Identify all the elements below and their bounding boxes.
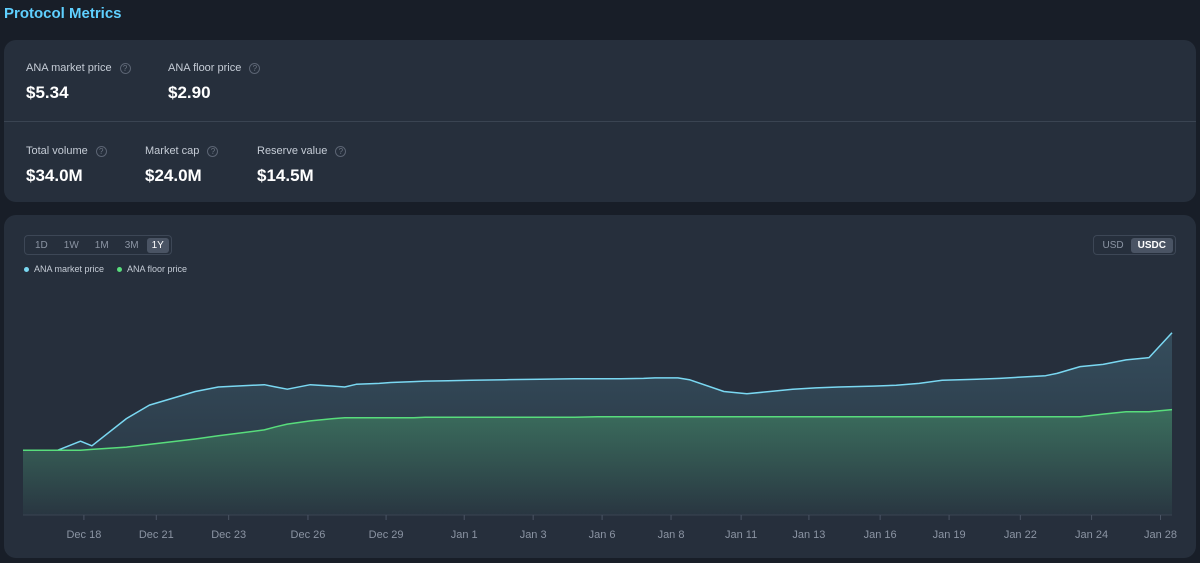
x-tick-label: Dec 23 [211, 529, 246, 541]
range-button-3m[interactable]: 3M [124, 239, 139, 251]
time-range-selector: 1D 1W 1M 3M 1Y [24, 235, 172, 255]
metric-ana-market-price: ANA market price? $5.34 [26, 62, 131, 103]
range-button-1y[interactable]: 1Y [146, 237, 169, 253]
x-tick-label: Jan 28 [1144, 529, 1177, 541]
x-tick-label: Dec 29 [369, 529, 404, 541]
series-line-1 [23, 408, 1173, 452]
x-tick-label: Jan 3 [520, 529, 547, 541]
range-button-1m[interactable]: 1M [94, 239, 109, 251]
x-tick-label: Jan 19 [933, 529, 966, 541]
metric-label: Total volume [26, 145, 88, 157]
x-tick-label: Jan 16 [864, 529, 897, 541]
metric-total-volume: Total volume? $34.0M [26, 145, 107, 186]
x-tick-label: Jan 11 [725, 529, 757, 541]
currency-selector: USD USDC [1092, 235, 1176, 255]
x-tick-label: Dec 26 [291, 529, 326, 541]
help-icon[interactable]: ? [249, 62, 261, 74]
chart-legend: ANA market price ANA floor price [24, 264, 200, 274]
currency-button-usdc[interactable]: USDC [1130, 237, 1173, 253]
metric-label: ANA floor price [168, 62, 242, 74]
metric-value: $2.90 [168, 83, 211, 102]
legend-item-market[interactable]: ANA market price [24, 264, 104, 274]
metric-reserve-value: Reserve value? $14.5M [257, 145, 347, 186]
divider [4, 121, 1196, 122]
x-tick-label: Jan 24 [1075, 529, 1108, 541]
chart-card: 1D 1W 1M 3M 1Y USD USDC ANA market price… [4, 215, 1196, 558]
metric-value: $34.0M [26, 166, 83, 185]
x-tick-label: Jan 1 [451, 529, 478, 541]
legend-dot-floor [117, 266, 123, 272]
metrics-card: ANA market price? $5.34 ANA floor price?… [4, 40, 1196, 202]
x-tick-label: Dec 18 [66, 529, 101, 541]
range-button-1w[interactable]: 1W [63, 239, 79, 251]
range-button-1d[interactable]: 1D [35, 239, 48, 251]
x-tick-label: Dec 21 [139, 529, 174, 541]
legend-label-market: ANA market price [34, 264, 105, 274]
metric-label: ANA market price [26, 62, 112, 74]
help-icon[interactable]: ? [95, 145, 107, 157]
x-tick-label: Jan 13 [792, 529, 825, 541]
metric-value: $14.5M [257, 166, 314, 185]
x-tick-label: Jan 8 [658, 529, 685, 541]
x-tick-label: Jan 6 [589, 529, 616, 541]
metric-market-cap: Market cap? $24.0M [145, 145, 219, 186]
legend-item-floor[interactable]: ANA floor price [117, 264, 187, 274]
metric-ana-floor-price: ANA floor price? $2.90 [168, 62, 261, 103]
legend-label-floor: ANA floor price [127, 264, 188, 274]
metric-label: Market cap [145, 145, 200, 157]
help-icon[interactable]: ? [207, 145, 219, 157]
price-chart[interactable]: Dec 18 Dec 21 Dec 23 Dec 26 Dec 29 Jan 1 Jan 3… [4, 215, 1196, 558]
metric-value: $24.0M [145, 166, 202, 185]
legend-dot-market [24, 266, 29, 272]
currency-button-usd[interactable]: USD [1102, 239, 1124, 251]
metric-label: Reserve value [257, 145, 328, 157]
help-icon[interactable]: ? [119, 62, 131, 74]
page-title: Protocol Metrics [4, 5, 122, 22]
metric-value: $5.34 [26, 83, 69, 102]
help-icon[interactable]: ? [335, 145, 347, 157]
x-tick-label: Jan 22 [1004, 529, 1037, 541]
series-line-0 [23, 332, 1173, 452]
series-area-1 [23, 409, 1172, 515]
